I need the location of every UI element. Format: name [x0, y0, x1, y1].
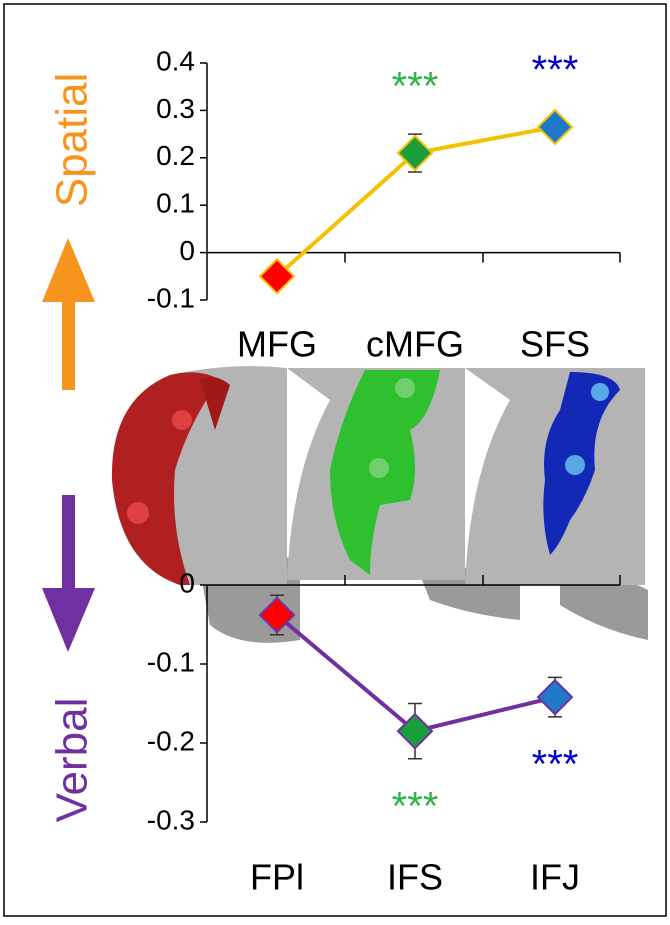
x-tick-label: FPl: [250, 857, 304, 898]
y-tick-label: 0: [179, 235, 195, 266]
significance: ***: [392, 65, 439, 109]
x-tick-label: IFS: [387, 857, 443, 898]
x-tick-label: IFJ: [530, 857, 580, 898]
significance: ***: [392, 784, 439, 828]
x-tick-label: cMFG: [366, 324, 464, 365]
y-tick-label: 0.4: [156, 45, 195, 76]
y-axis-label: Verbal: [48, 698, 97, 823]
y-tick-label: -0.1: [147, 646, 195, 677]
y-tick-label: 0.2: [156, 140, 195, 171]
x-tick-label: MFG: [237, 324, 317, 365]
y-tick-label: 0: [179, 567, 195, 598]
y-tick-label: -0.2: [147, 725, 195, 756]
significance: ***: [532, 48, 579, 92]
figure: Spatial -0.1 0 0.1 0.2 0.3 0.4 MFG cMFG *** SFS ***…: [0, 0, 670, 920]
significance: ***: [532, 742, 579, 786]
y-tick-label: 0.3: [156, 93, 195, 124]
y-tick-label: -0.3: [147, 804, 195, 835]
x-tick-label: SFS: [520, 324, 590, 365]
y-tick-label: 0.1: [156, 188, 195, 219]
y-axis-label: Spatial: [48, 73, 97, 208]
y-tick-label: -0.1: [147, 282, 195, 313]
